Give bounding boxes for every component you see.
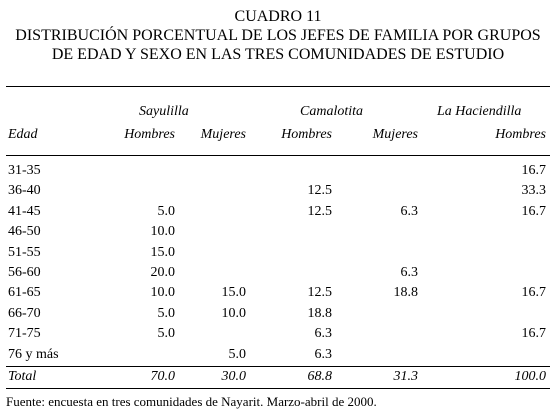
cell-camalotita-hombres: 6.3 xyxy=(314,326,333,342)
group-header-camalotita: Camalotita xyxy=(300,104,364,119)
total-la-haciendilla-hombres: 100.0 xyxy=(514,369,547,384)
cell-sayulilla-hombres: 5.0 xyxy=(157,326,176,342)
cell-camalotita-hombres: 12.5 xyxy=(307,183,333,199)
cell-camalotita-hombres: 12.5 xyxy=(307,203,333,219)
group-header-sayulilla: Sayulilla xyxy=(139,104,189,119)
cell-camalotita-mujeres: 18.8 xyxy=(393,285,419,301)
cell-sayulilla-hombres: 20.0 xyxy=(150,265,176,280)
total-sayulilla-hombres: 70.0 xyxy=(150,369,176,384)
header-edad: Edad xyxy=(8,127,38,142)
cell-camalotita-hombres: 12.5 xyxy=(307,285,333,301)
header-rule xyxy=(6,155,550,156)
cell-la-haciendilla-hombres: 33.3 xyxy=(521,183,547,199)
row-age-label: 61-65 xyxy=(8,285,41,301)
subheader-sayulilla-mujeres: Mujeres xyxy=(200,127,246,142)
row-age-label: 66-70 xyxy=(8,305,41,321)
bottom-rule xyxy=(6,388,550,389)
group-header-la-haciendilla: La Haciendilla xyxy=(437,104,522,119)
row-age-label: 71-75 xyxy=(8,326,41,342)
subheader-sayulilla-hombres: Hombres xyxy=(124,127,175,142)
cell-sayulilla-mujeres: 10.0 xyxy=(221,305,247,321)
cell-sayulilla-hombres: 10.0 xyxy=(150,285,176,301)
total-rule xyxy=(6,366,550,367)
subheader-camalotita-hombres: Hombres xyxy=(281,127,332,142)
cell-la-haciendilla-hombres: 16.7 xyxy=(521,326,547,342)
source-note: Fuente: encuesta en tres comunidades de … xyxy=(6,394,377,409)
cell-sayulilla-hombres: 10.0 xyxy=(150,224,176,240)
cell-sayulilla-hombres: 5.0 xyxy=(157,305,176,321)
total-label: Total xyxy=(8,369,37,384)
table-title-number: CUADRO 11 xyxy=(234,8,322,25)
cell-camalotita-mujeres: 6.3 xyxy=(400,203,419,219)
cell-sayulilla-mujeres: 15.0 xyxy=(221,285,247,301)
subheader-la-haciendilla-hombres: Hombres xyxy=(495,127,546,142)
top-rule xyxy=(6,86,550,87)
cell-camalotita-mujeres: 6.3 xyxy=(400,265,419,280)
total-sayulilla-mujeres: 30.0 xyxy=(221,369,247,384)
table-title-line-1: DISTRIBUCIÓN PORCENTUAL DE LOS JEFES DE … xyxy=(15,27,541,44)
cell-la-haciendilla-hombres: 16.7 xyxy=(521,285,547,301)
row-age-label: 31-35 xyxy=(8,163,41,178)
cell-sayulilla-hombres: 5.0 xyxy=(157,203,176,219)
table-title-line-2: DE EDAD Y SEXO EN LAS TRES COMUNIDADES D… xyxy=(51,46,505,63)
row-age-label: 56-60 xyxy=(8,265,41,280)
row-age-label: 51-55 xyxy=(8,244,41,260)
cell-camalotita-hombres: 18.8 xyxy=(307,305,333,321)
row-age-label: 46-50 xyxy=(8,224,41,240)
cell-sayulilla-hombres: 15.0 xyxy=(150,244,176,260)
cell-la-haciendilla-hombres: 16.7 xyxy=(521,163,547,178)
total-camalotita-mujeres: 31.3 xyxy=(393,369,419,384)
total-camalotita-hombres: 68.8 xyxy=(307,369,333,384)
row-age-label: 36-40 xyxy=(8,183,41,199)
subheader-camalotita-mujeres: Mujeres xyxy=(372,127,418,142)
cell-la-haciendilla-hombres: 16.7 xyxy=(521,203,547,219)
cell-sayulilla-mujeres: 5.0 xyxy=(228,346,247,362)
row-age-label: 41-45 xyxy=(8,203,41,219)
row-age-label: 76 y más xyxy=(8,346,59,362)
cell-camalotita-hombres: 6.3 xyxy=(314,346,333,362)
